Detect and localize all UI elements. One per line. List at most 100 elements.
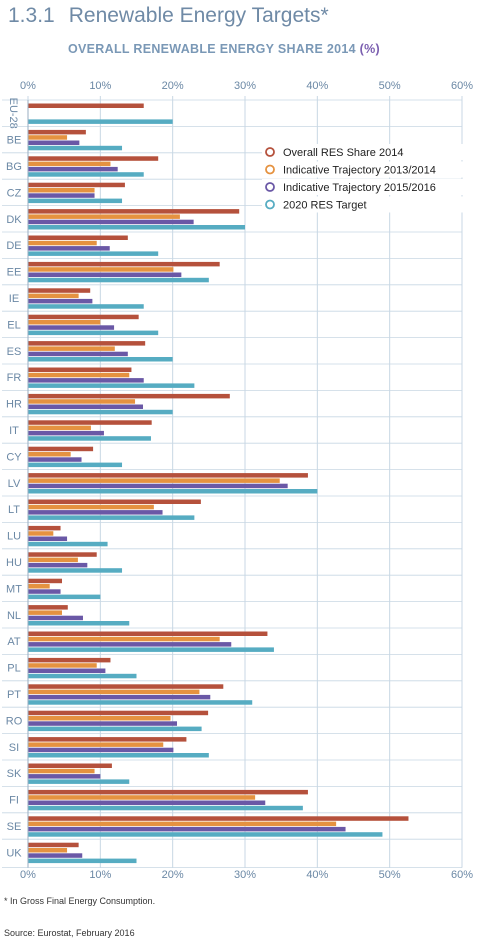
- bar-target: [28, 383, 195, 388]
- bar-overall: [28, 103, 144, 108]
- category-label: SE: [7, 821, 22, 833]
- section-number: 1.3.1: [8, 4, 55, 27]
- bar-target: [28, 277, 209, 283]
- bar-traj1314: [28, 320, 101, 325]
- bar-traj1516: [28, 272, 182, 277]
- bar-traj1314: [28, 399, 136, 404]
- bottom-tick-label: 40%: [306, 869, 328, 881]
- bar-target: [28, 647, 274, 652]
- category-label: LV: [8, 478, 21, 490]
- bar-traj1516: [28, 193, 95, 198]
- bar-target: [28, 594, 101, 600]
- category-label: MT: [6, 583, 22, 595]
- bar-target: [28, 779, 130, 784]
- bar-overall: [28, 816, 409, 821]
- bar-traj1314: [28, 240, 97, 246]
- bar-traj1314: [28, 161, 111, 167]
- bar-overall: [28, 763, 112, 768]
- bar-traj1516: [28, 483, 288, 489]
- bar-target: [28, 489, 318, 494]
- legend-item-bg: [262, 179, 474, 195]
- bar-traj1516: [28, 642, 232, 647]
- chart-title: OVERALL RENEWABLE ENERGY SHARE 2014: [68, 42, 356, 56]
- bar-traj1516: [28, 351, 128, 357]
- bar-overall: [28, 420, 152, 425]
- category-label: AT: [7, 636, 21, 648]
- bar-traj1314: [28, 346, 115, 351]
- bar-target: [28, 832, 383, 837]
- bar-overall: [28, 235, 128, 240]
- category-label: IE: [9, 293, 19, 305]
- chart-title-block: OVERALL RENEWABLE ENERGY SHARE 2014 (%): [68, 42, 380, 56]
- category-label: SK: [7, 768, 22, 780]
- legend-item-bg: [262, 161, 474, 178]
- bar-traj1516: [28, 800, 266, 805]
- bar-traj1516: [28, 562, 88, 568]
- bar-target: [28, 858, 137, 864]
- bar-overall: [28, 684, 224, 689]
- bar-target: [28, 409, 173, 415]
- bar-traj1516: [28, 325, 115, 330]
- bar-target: [28, 568, 123, 573]
- bar-overall: [28, 288, 91, 293]
- legend-marker-icon: [265, 182, 275, 192]
- top-tick-label: 20%: [162, 80, 184, 92]
- bar-traj1314: [28, 135, 68, 140]
- bar-traj1516: [28, 615, 83, 621]
- top-tick-label: 10%: [89, 80, 111, 92]
- bar-overall: [28, 842, 79, 848]
- bar-overall: [28, 657, 111, 663]
- bar-traj1314: [28, 293, 79, 299]
- category-label: BE: [7, 135, 22, 147]
- bar-target: [28, 330, 159, 336]
- bar-target: [28, 198, 123, 204]
- bar-traj1516: [28, 140, 80, 145]
- bar-overall: [28, 578, 62, 584]
- bar-traj1314: [28, 795, 256, 800]
- bar-traj1314: [28, 663, 97, 668]
- legend: Overall RES Share 2014 Indicative Traject…: [262, 144, 474, 213]
- bar-target: [28, 726, 202, 732]
- bar-traj1516: [28, 721, 178, 726]
- legend-label: Indicative Trajectory 2013/2014: [283, 165, 436, 177]
- category-label: PL: [7, 663, 20, 675]
- category-label: FI: [9, 795, 19, 807]
- bar-traj1516: [28, 826, 346, 832]
- top-tick-label: 0%: [20, 80, 36, 92]
- bar-overall: [28, 737, 187, 742]
- bottom-tick-label: 20%: [162, 869, 184, 881]
- bar-target: [28, 145, 123, 151]
- bar-overall: [28, 209, 240, 214]
- category-label: ES: [7, 346, 22, 358]
- category-label: LU: [7, 531, 21, 543]
- bar-traj1314: [28, 214, 180, 219]
- bar-overall: [28, 631, 268, 636]
- bar-traj1314: [28, 636, 220, 642]
- bar-overall: [28, 129, 86, 135]
- bar-overall: [28, 314, 139, 320]
- bar-target: [28, 357, 173, 362]
- bar-overall: [28, 789, 308, 795]
- bottom-tick-label: 10%: [89, 869, 111, 881]
- bottom-tick-label: 50%: [379, 869, 401, 881]
- category-label: HR: [6, 399, 22, 411]
- section-title-block: 1.3.1 Renewable Energy Targets*: [8, 4, 329, 28]
- legend-label: Overall RES Share 2014: [283, 147, 403, 159]
- bottom-tick-label: 30%: [234, 869, 256, 881]
- bottom-tick-label: 60%: [451, 869, 473, 881]
- bar-target: [28, 172, 144, 177]
- bar-traj1314: [28, 504, 154, 510]
- bar-traj1314: [28, 531, 54, 536]
- bar-traj1516: [28, 404, 144, 409]
- chart-unit: (%): [359, 42, 381, 56]
- bar-traj1314: [28, 452, 71, 457]
- legend-label: Indicative Trajectory 2015/2016: [283, 182, 436, 194]
- bar-target: [28, 515, 195, 520]
- bar-traj1314: [28, 821, 337, 827]
- legend-marker-icon: [265, 147, 275, 157]
- bar-traj1516: [28, 378, 144, 383]
- category-label: DE: [6, 240, 21, 252]
- legend-marker-icon: [265, 199, 275, 210]
- category-label: SI: [9, 742, 19, 754]
- bar-target: [28, 805, 303, 811]
